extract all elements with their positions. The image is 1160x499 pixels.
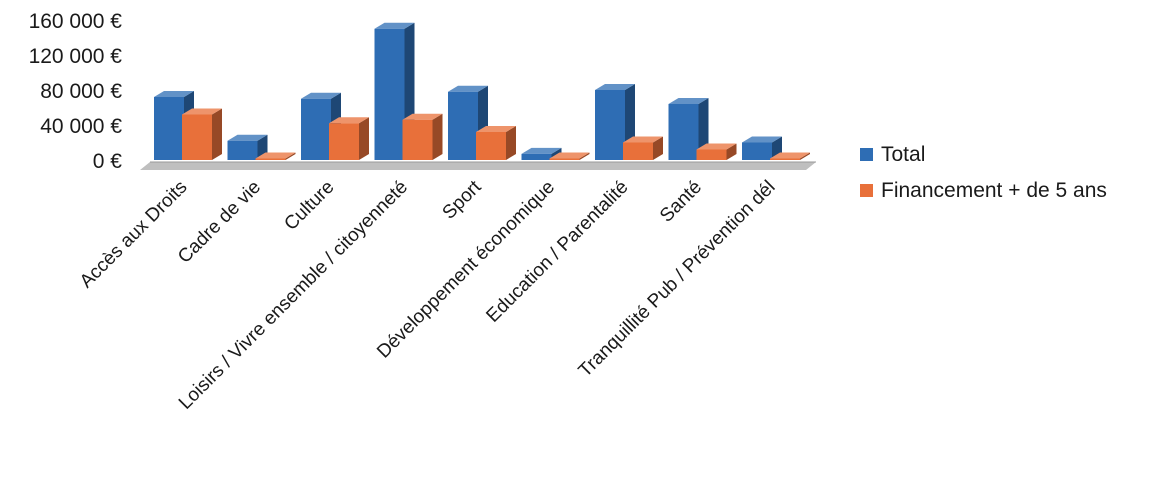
bar-financement-8 (770, 152, 810, 160)
y-tick-label-2: 80 000 € (40, 80, 122, 103)
bar-financement-2 (329, 117, 369, 160)
legend-label-0: Total (881, 143, 925, 166)
bar-financement-7 (696, 143, 737, 160)
x-category-label-6: Education / Parentalité (482, 177, 632, 327)
chart-floor-plane (140, 162, 816, 170)
x-category-label-4: Sport (439, 176, 486, 223)
y-tick-label-0: 0 € (93, 150, 123, 173)
bar-total-1 (227, 134, 268, 160)
bar-financement-1 (255, 152, 296, 160)
bar-total-8 (742, 136, 782, 160)
bar-financement-0 (182, 108, 222, 160)
y-tick-label-3: 120 000 € (29, 45, 123, 68)
bar-financement-5 (549, 152, 590, 160)
bar-financement-6 (623, 136, 663, 160)
legend-label-1: Financement + de 5 ans (881, 179, 1107, 202)
legend-swatch-0 (860, 148, 873, 161)
y-tick-label-1: 40 000 € (40, 115, 122, 138)
y-tick-label-4: 160 000 € (29, 10, 123, 33)
legend: Total Financement + de 5 ans (860, 143, 1107, 202)
bar-financement-3 (402, 113, 443, 160)
x-category-label-0: Accès aux Droits (76, 177, 192, 293)
chart-floor (140, 161, 816, 170)
x-category-label-2: Culture (280, 177, 338, 235)
x-category-label-7: Santé (656, 177, 706, 227)
legend-swatch-1 (860, 184, 873, 197)
bars (154, 22, 810, 160)
bar-financement-4 (476, 126, 516, 160)
bar-total-4 (448, 85, 488, 160)
y-axis-ticks: 0 € 40 000 € 80 000 € 120 000 € 160 000 € (29, 10, 123, 173)
